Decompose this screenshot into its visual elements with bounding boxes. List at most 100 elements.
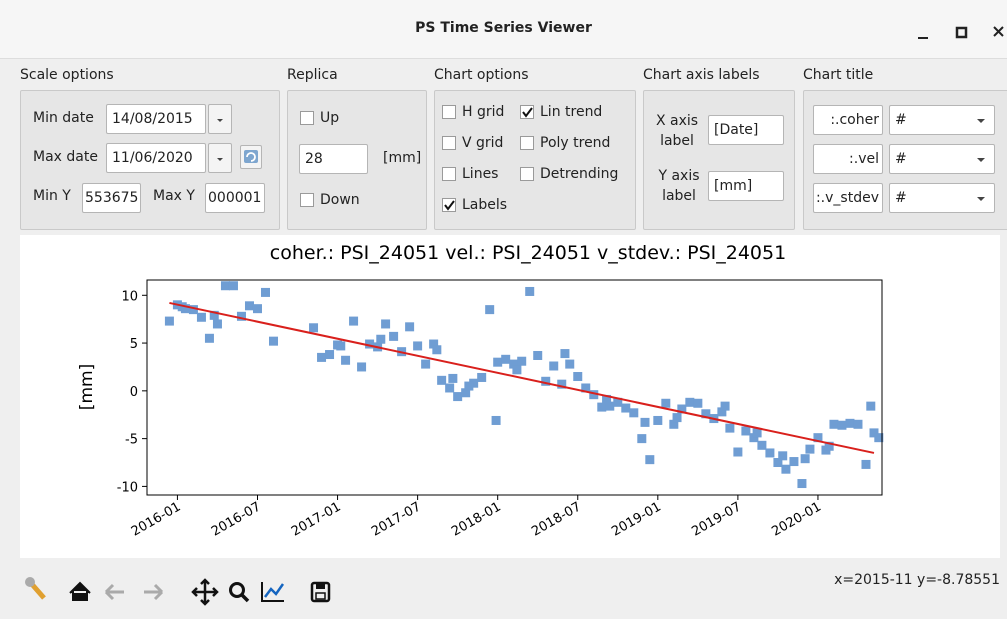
title-field[interactable]: coher.:	[813, 105, 883, 135]
title-dropdown[interactable]: #	[889, 183, 995, 213]
home-button[interactable]	[69, 581, 91, 601]
point	[269, 336, 279, 346]
chart-title: coher.: PSI_24051 vel.: PSI_24051 v_stde…	[270, 242, 786, 264]
chart: coher.: PSI_24051 vel.: PSI_24051 v_stde…	[20, 235, 1000, 558]
checkbox[interactable]	[442, 198, 456, 212]
checkbox[interactable]	[520, 105, 534, 119]
point	[701, 409, 711, 419]
date-input[interactable]: 11/06/2020	[106, 143, 206, 173]
date-input[interactable]: 14/08/2015	[106, 104, 206, 134]
point	[781, 464, 791, 474]
back-button[interactable]	[104, 583, 124, 601]
point	[491, 415, 501, 425]
point	[244, 301, 254, 311]
point	[252, 304, 262, 314]
x-label-input[interactable]: [Date]	[708, 115, 784, 145]
pan-button[interactable]	[191, 578, 219, 606]
point	[861, 459, 871, 469]
checkbox-label: Down	[320, 192, 360, 208]
checkbox-label: Lines	[462, 166, 499, 182]
point	[837, 420, 847, 430]
point	[869, 428, 879, 438]
point	[757, 440, 767, 450]
point	[866, 401, 876, 411]
x-tick-label: 2016-07	[209, 499, 264, 539]
replica-input[interactable]: 28	[299, 144, 368, 174]
point	[829, 419, 839, 429]
y-label-input[interactable]: [mm]	[708, 171, 784, 201]
point	[805, 444, 815, 454]
point	[512, 365, 522, 375]
point	[228, 281, 238, 291]
point	[209, 310, 219, 320]
close[interactable]	[993, 26, 1004, 37]
point	[349, 316, 359, 326]
config-button[interactable]	[25, 577, 46, 600]
trend-line	[169, 301, 875, 454]
checkbox[interactable]	[442, 105, 456, 119]
min-y-input[interactable]: 553675	[82, 183, 141, 213]
point	[573, 372, 583, 382]
dropdown-button[interactable]	[208, 104, 232, 134]
point	[565, 359, 575, 369]
checkbox[interactable]	[442, 167, 456, 181]
point	[220, 281, 230, 291]
point	[517, 356, 527, 366]
point	[325, 350, 335, 360]
point	[778, 451, 788, 461]
save-button[interactable]	[310, 581, 331, 603]
point	[533, 350, 543, 360]
arrow	[976, 106, 986, 134]
point	[477, 372, 487, 382]
group-title: Chart axis labels	[643, 67, 760, 83]
title-dropdown[interactable]: #	[889, 105, 995, 135]
y-tick-label: -5	[125, 433, 138, 448]
max-y-input[interactable]: 000001	[205, 183, 265, 213]
point	[389, 331, 399, 341]
x-tick-label: 2016-01	[129, 499, 184, 539]
title-field[interactable]: v_stdev.:	[813, 183, 883, 213]
forward-button[interactable]	[144, 583, 164, 601]
label: Y axis label	[658, 168, 700, 204]
status-text: x=2015-11 y=-8.78551	[834, 572, 1000, 588]
maximize[interactable]	[955, 26, 968, 39]
point	[405, 322, 415, 332]
checkbox[interactable]	[520, 167, 534, 181]
checkbox[interactable]	[300, 111, 314, 125]
checkbox[interactable]	[442, 136, 456, 150]
zoom-button[interactable]	[229, 582, 250, 603]
y-tick-label: 10	[121, 289, 138, 304]
point	[749, 433, 759, 443]
window-controls[interactable]	[910, 22, 1007, 42]
point	[685, 397, 695, 407]
point	[672, 413, 682, 423]
point	[752, 428, 762, 438]
x-tick-label: 2017-01	[289, 499, 344, 539]
x-tick-label: 2019-01	[609, 499, 664, 539]
point	[557, 379, 567, 389]
dropdown-button[interactable]	[208, 143, 232, 173]
refresh-button[interactable]	[240, 145, 262, 169]
point	[421, 359, 431, 369]
x-tick-label: 2020-01	[769, 499, 824, 539]
subplots-button[interactable]	[261, 582, 285, 602]
checkbox-label: Labels	[462, 197, 508, 213]
checkbox[interactable]	[300, 193, 314, 207]
title-bar	[0, 0, 1007, 59]
point	[177, 302, 187, 312]
point	[629, 408, 639, 418]
point	[720, 401, 730, 411]
point	[824, 441, 834, 451]
point	[376, 334, 386, 344]
checkbox[interactable]	[520, 136, 534, 150]
point	[645, 455, 655, 465]
title-dropdown[interactable]: #	[889, 144, 995, 174]
group-title: Replica	[287, 67, 338, 83]
title-field[interactable]: vel.:	[813, 144, 883, 174]
point	[741, 426, 751, 436]
point	[196, 312, 206, 322]
point	[773, 458, 783, 468]
point	[236, 311, 246, 321]
point	[413, 341, 423, 351]
